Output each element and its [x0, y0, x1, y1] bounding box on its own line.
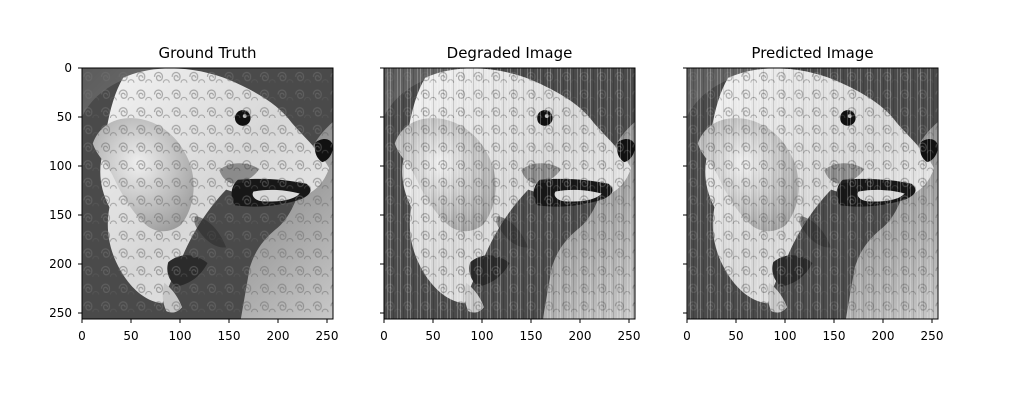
x-tick-label-100: 100 [774, 329, 797, 343]
panel-title-ground-truth: Ground Truth [159, 44, 257, 62]
degradation-overlay [384, 68, 635, 319]
image-frame-ground-truth [81, 67, 334, 320]
x-tick-label-250: 250 [316, 329, 339, 343]
x-tick-label-250: 250 [921, 329, 944, 343]
y-tick-label-200: 200 [49, 257, 72, 271]
x-tick-label-100: 100 [169, 329, 192, 343]
panel-ground-truth: Ground Truth 0 50 100 150 200 250 0 [49, 44, 338, 343]
panel-predicted: Predicted Image 0 50 100 150 200 250 [683, 44, 943, 343]
y-axis-predicted [683, 67, 687, 314]
y-tick-label-100: 100 [49, 159, 72, 173]
y-tick-label-50: 50 [57, 110, 72, 124]
x-tick-label-0: 0 [78, 329, 86, 343]
y-axis-degraded [380, 67, 384, 314]
prediction-artifacts-overlay [687, 68, 938, 319]
x-tick-label-50: 50 [425, 329, 440, 343]
panel-degraded: Degraded Image 0 50 100 150 200 250 [380, 44, 640, 343]
panel-title-predicted: Predicted Image [751, 44, 873, 62]
x-tick-label-150: 150 [823, 329, 846, 343]
x-tick-label-200: 200 [267, 329, 290, 343]
image-frame-predicted [686, 67, 939, 320]
x-tick-label-250: 250 [618, 329, 641, 343]
image-frame-degraded [383, 67, 636, 320]
x-tick-label-50: 50 [728, 329, 743, 343]
x-tick-label-200: 200 [872, 329, 895, 343]
y-tick-label-0: 0 [64, 61, 72, 75]
x-tick-label-100: 100 [471, 329, 494, 343]
x-tick-label-150: 150 [520, 329, 543, 343]
panel-title-degraded: Degraded Image [447, 44, 573, 62]
x-tick-label-150: 150 [218, 329, 241, 343]
x-tick-label-0: 0 [683, 329, 691, 343]
x-tick-label-0: 0 [380, 329, 388, 343]
x-axis-predicted: 0 50 100 150 200 250 [683, 319, 943, 343]
x-tick-label-200: 200 [569, 329, 592, 343]
x-tick-label-50: 50 [123, 329, 138, 343]
y-axis-ground-truth: 0 50 100 150 200 250 [49, 61, 82, 320]
y-tick-label-250: 250 [49, 306, 72, 320]
x-axis-degraded: 0 50 100 150 200 250 [380, 319, 640, 343]
ground-truth-dog-image [82, 68, 333, 319]
y-tick-label-150: 150 [49, 208, 72, 222]
x-axis-ground-truth: 0 50 100 150 200 250 [78, 319, 338, 343]
